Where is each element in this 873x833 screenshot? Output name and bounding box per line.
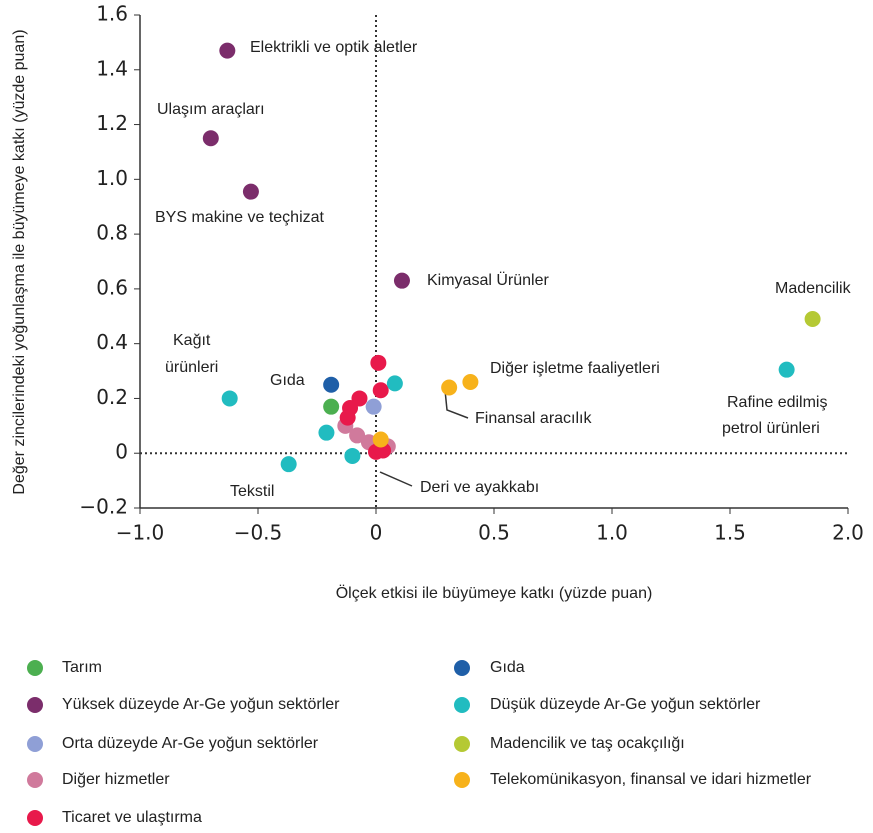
annotation: Deri ve ayakkabı <box>420 479 539 496</box>
legend-marker <box>454 660 470 676</box>
legend-label: Yüksek düzeyde Ar-Ge yoğun sektörler <box>62 696 340 713</box>
legend-marker <box>27 736 43 752</box>
point <box>365 398 382 415</box>
point <box>242 183 259 200</box>
x-tick-label: −0.5 <box>234 521 283 545</box>
point <box>393 272 410 289</box>
x-tick-label: 1.5 <box>714 521 746 545</box>
annotation: Kağıt <box>173 332 211 349</box>
point <box>339 409 356 426</box>
annotation: ürünleri <box>165 359 218 376</box>
x-tick-label: 2.0 <box>832 521 864 545</box>
y-tick-label: 1.2 <box>96 111 128 135</box>
legend-label: Düşük düzeyde Ar-Ge yoğun sektörler <box>490 696 761 713</box>
legend-marker <box>454 697 470 713</box>
annotation: Madencilik <box>775 280 852 297</box>
x-tick-label: 0 <box>370 521 383 545</box>
legend-label: Gıda <box>490 659 525 676</box>
point <box>219 42 236 59</box>
point <box>778 361 795 378</box>
x-tick-label: 1.0 <box>596 521 628 545</box>
legend-label: Orta düzeyde Ar-Ge yoğun sektörler <box>62 735 319 752</box>
legend-label: Telekomünikasyon, finansal ve idari hizm… <box>490 771 812 788</box>
legend-label: Diğer hizmetler <box>62 771 170 788</box>
point <box>344 447 361 464</box>
legend-label: Tarım <box>62 659 102 676</box>
annotation: BYS makine ve teçhizat <box>155 209 325 226</box>
point <box>441 379 458 396</box>
annotation: petrol ürünleri <box>722 420 820 437</box>
legend-marker <box>454 736 470 752</box>
y-tick-label: 0.6 <box>96 275 128 299</box>
legend-marker <box>454 772 470 788</box>
y-tick-label: 0.4 <box>96 330 128 354</box>
y-tick-label: 1.6 <box>96 2 128 26</box>
point <box>370 354 387 371</box>
point <box>372 382 389 399</box>
annotation: Tekstil <box>230 483 274 500</box>
y-tick-label: 0.2 <box>96 385 128 409</box>
legend-marker <box>27 772 43 788</box>
annotation: Kimyasal Ürünler <box>427 271 549 289</box>
legend-label: Madencilik ve taş ocakçılığı <box>490 735 685 752</box>
chart: Ölçek etkisi ile büyümeye katkı (yüzde p… <box>11 2 864 603</box>
x-axis-label: Ölçek etkisi ile büyümeye katkı (yüzde p… <box>336 584 653 602</box>
legend-label: Ticaret ve ulaştırma <box>62 809 202 826</box>
point <box>349 427 366 444</box>
point <box>221 390 238 407</box>
y-tick-label: 0.8 <box>96 221 128 245</box>
legend-marker <box>27 697 43 713</box>
point <box>804 311 821 328</box>
leader-line <box>379 471 413 487</box>
annotation: Diğer işletme faaliyetleri <box>490 360 660 377</box>
annotation: Elektrikli ve optik aletler <box>250 39 418 56</box>
point <box>280 456 297 473</box>
x-tick-label: −1.0 <box>116 521 165 545</box>
point <box>386 375 403 392</box>
point <box>462 374 479 391</box>
y-axis-label: Değer zincilerindeki yoğunlaşma ile büyü… <box>11 29 28 494</box>
annotation: Ulaşım araçları <box>157 101 265 118</box>
annotation: Finansal aracılık <box>475 410 592 427</box>
x-tick-label: 0.5 <box>478 521 510 545</box>
y-tick-label: −0.2 <box>79 495 128 519</box>
y-tick-label: 1.0 <box>96 166 128 190</box>
point <box>202 130 219 147</box>
legend-marker <box>27 810 43 826</box>
point <box>372 431 389 448</box>
annotation: Rafine edilmiş <box>727 394 827 411</box>
y-tick-label: 1.4 <box>96 56 128 80</box>
annotation: Gıda <box>270 372 305 389</box>
point <box>323 376 340 393</box>
y-tick-label: 0 <box>115 440 128 464</box>
legend-marker <box>27 660 43 676</box>
point <box>318 424 335 441</box>
leader-line <box>444 389 469 419</box>
point <box>323 398 340 415</box>
